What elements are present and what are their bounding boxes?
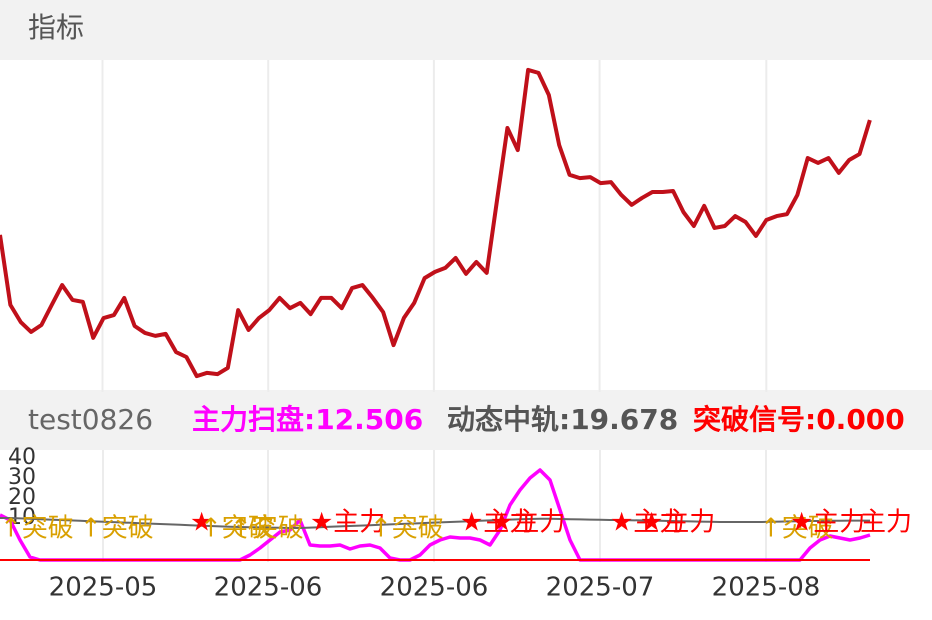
annotation: ↑突破 [200,514,274,544]
annotation: ★ [190,508,213,538]
series-line [0,517,870,529]
x-tick-label: 2025-07 [546,573,655,603]
x-tick-label: 2025-06 [214,573,323,603]
indicator-value: 主力扫盘:12.506 [192,403,423,436]
x-tick-label: 2025-06 [380,573,489,603]
annotation: ↑突破 [0,514,74,544]
header-title: 指标 [28,11,84,44]
annotation: ↑突破 [370,514,444,544]
indicator-name: test0826 [28,403,153,436]
indicator-value: 突破信号:0.000 [693,403,905,436]
annotation: ↑突破 [80,514,154,544]
indicator-chart: 2025-05 2025-06 2025-06 2025-07 2025-0810203… [0,445,912,603]
annotation: ★主力 [490,508,565,538]
annotation: ★主力 [460,508,535,538]
annotation: ★主力 [610,508,685,538]
header-bar [0,0,932,60]
annotation: ↑突破 [230,514,304,544]
indicator-value: 动态中轨:19.678 [447,403,678,436]
annotation: ↑突破 [760,514,834,544]
y-tick-label: 20 [8,485,36,510]
annotation: ★主力 [310,508,385,538]
y-tick-label: 40 [8,445,36,470]
annotation: 主力 [860,508,912,538]
indicator-bar [0,390,932,450]
annotation: ★主力 [640,508,715,538]
x-tick-label: 2025-05 [49,573,158,603]
price-chart [0,60,872,392]
y-tick-label: 30 [8,465,36,490]
x-tick-label: 2025-08 [712,573,821,603]
series-line [0,67,872,379]
annotation: ★主力 [790,508,865,538]
